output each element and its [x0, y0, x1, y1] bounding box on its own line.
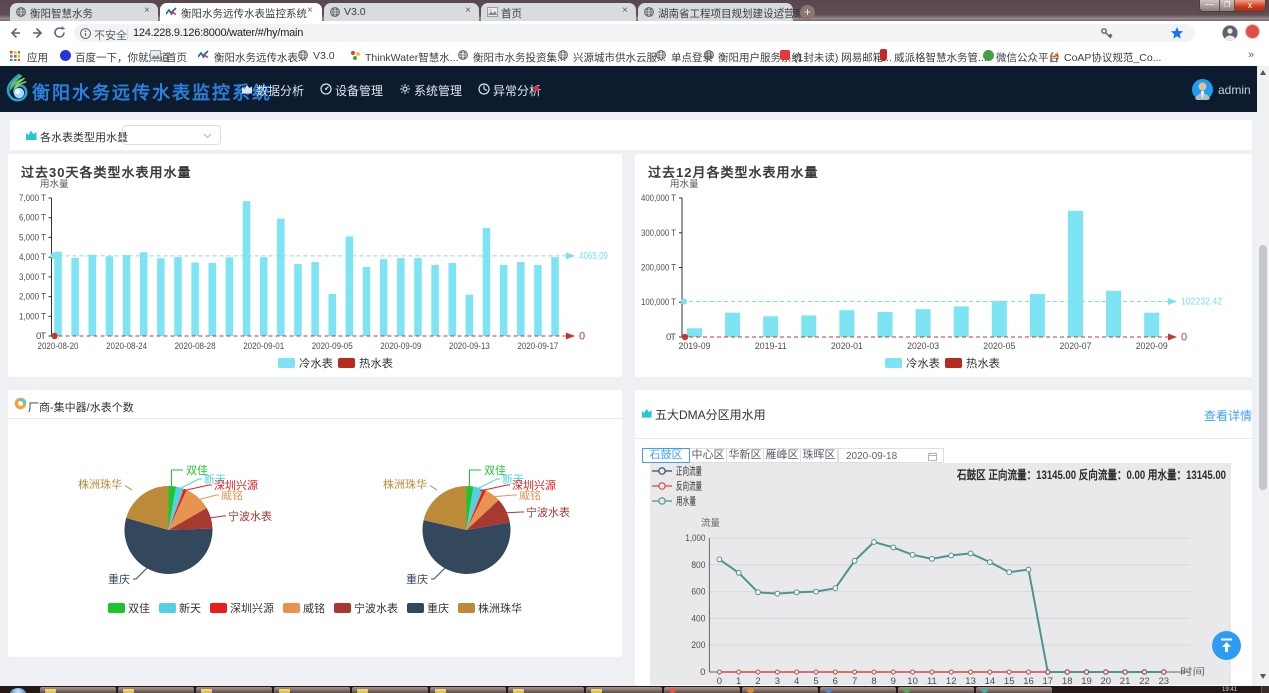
svg-text:11: 11: [927, 676, 937, 685]
svg-text:热水表: 热水表: [359, 356, 393, 370]
svg-text:20: 20: [1101, 676, 1112, 685]
svg-text:2020-08-28: 2020-08-28: [175, 341, 216, 352]
svg-text:12: 12: [946, 676, 957, 685]
svg-text:2020-09-13: 2020-09-13: [449, 341, 490, 352]
svg-text:宁波水表: 宁波水表: [526, 505, 570, 519]
svg-text:热水表: 热水表: [966, 356, 1000, 370]
svg-text:2020-01: 2020-01: [831, 341, 863, 352]
svg-text:3: 3: [775, 676, 780, 685]
svg-text:4,000 T: 4,000 T: [19, 252, 46, 263]
svg-text:2020-09-05: 2020-09-05: [312, 341, 353, 352]
svg-text:双佳: 双佳: [186, 463, 208, 477]
svg-text:2020-09: 2020-09: [1136, 341, 1168, 352]
svg-text:200,000 T: 200,000 T: [641, 263, 676, 274]
svg-text:2020-09-01: 2020-09-01: [243, 341, 284, 352]
svg-text:威铭: 威铭: [221, 488, 243, 502]
svg-text:2020-05: 2020-05: [983, 341, 1015, 352]
svg-text:2019-11: 2019-11: [755, 341, 787, 352]
svg-text:时间: 时间: [1180, 666, 1205, 678]
svg-text:400: 400: [691, 613, 705, 624]
svg-text:株洲珠华: 株洲珠华: [78, 477, 122, 491]
svg-text:新天: 新天: [502, 472, 524, 486]
svg-text:1,000 T: 1,000 T: [19, 311, 46, 322]
svg-text:6: 6: [833, 676, 838, 685]
svg-text:100,000 T: 100,000 T: [641, 297, 676, 308]
svg-text:2: 2: [755, 676, 760, 685]
svg-text:23: 23: [1159, 676, 1170, 685]
svg-text:双佳: 双佳: [484, 463, 506, 477]
svg-text:反向流量: 反向流量: [676, 480, 702, 493]
svg-text:冷水表: 冷水表: [299, 356, 333, 370]
svg-text:石鼓区 正向流量：13145.00 反向流量：0.00 用水: 石鼓区 正向流量：13145.00 反向流量：0.00 用水量：13145.00: [956, 467, 1226, 482]
svg-text:2020-08-24: 2020-08-24: [106, 341, 147, 352]
svg-text:2,000 T: 2,000 T: [19, 292, 46, 303]
svg-text:300,000 T: 300,000 T: [641, 228, 676, 239]
svg-text:株洲珠华: 株洲珠华: [383, 477, 427, 491]
svg-text:18: 18: [1062, 676, 1073, 685]
svg-text:7: 7: [852, 676, 857, 685]
svg-text:正向流量: 正向流量: [676, 465, 702, 478]
svg-text:19: 19: [1081, 676, 1092, 685]
svg-text:2020-08-20: 2020-08-20: [38, 341, 79, 352]
svg-text:0: 0: [1181, 332, 1187, 344]
svg-text:2020-09-17: 2020-09-17: [517, 341, 558, 352]
svg-text:2019-09: 2019-09: [679, 341, 711, 352]
svg-text:0: 0: [579, 331, 585, 343]
svg-text:宁波水表: 宁波水表: [228, 509, 272, 523]
svg-text:重庆: 重庆: [108, 572, 130, 586]
svg-text:15: 15: [1004, 676, 1015, 685]
svg-text:16: 16: [1023, 676, 1034, 685]
svg-text:新天: 新天: [204, 472, 226, 486]
svg-text:威铭: 威铭: [519, 488, 541, 502]
svg-text:8: 8: [871, 676, 876, 685]
svg-text:5,000 T: 5,000 T: [19, 232, 46, 243]
svg-text:0: 0: [717, 676, 722, 685]
svg-text:21: 21: [1120, 676, 1131, 685]
svg-text:4: 4: [794, 676, 799, 685]
svg-text:2020-03: 2020-03: [907, 341, 939, 352]
svg-text:深圳兴源: 深圳兴源: [214, 478, 258, 492]
svg-text:0 T: 0 T: [36, 331, 46, 342]
svg-text:2020-07: 2020-07: [1060, 341, 1092, 352]
svg-text:14: 14: [985, 676, 996, 685]
svg-text:102232.42: 102232.42: [1181, 297, 1222, 308]
svg-text:用水量: 用水量: [670, 178, 699, 190]
svg-text:22: 22: [1139, 676, 1150, 685]
svg-text:深圳兴源: 深圳兴源: [512, 478, 556, 492]
svg-text:2020-09-09: 2020-09-09: [380, 341, 421, 352]
svg-text:800: 800: [691, 560, 705, 571]
svg-text:3,000 T: 3,000 T: [19, 272, 46, 283]
svg-text:用水量: 用水量: [676, 496, 696, 508]
svg-text:0: 0: [700, 667, 705, 678]
svg-text:6,000 T: 6,000 T: [19, 213, 46, 224]
svg-text:400,000 T: 400,000 T: [641, 193, 676, 204]
svg-text:5: 5: [813, 676, 818, 685]
svg-text:1: 1: [736, 676, 741, 685]
svg-text:10: 10: [907, 676, 918, 685]
svg-text:1,000: 1,000: [685, 533, 705, 544]
svg-text:流量: 流量: [701, 517, 721, 529]
svg-text:9: 9: [891, 676, 896, 685]
svg-text:200: 200: [691, 640, 705, 651]
svg-text:4065.09: 4065.09: [579, 251, 608, 262]
svg-text:重庆: 重庆: [406, 572, 428, 586]
svg-text:7,000 T: 7,000 T: [19, 193, 46, 204]
svg-text:17: 17: [1043, 676, 1054, 685]
svg-text:冷水表: 冷水表: [906, 356, 940, 370]
svg-text:600: 600: [691, 587, 705, 598]
svg-text:用水量: 用水量: [40, 178, 69, 190]
svg-text:0 T: 0 T: [666, 332, 676, 343]
svg-text:13: 13: [965, 676, 976, 685]
